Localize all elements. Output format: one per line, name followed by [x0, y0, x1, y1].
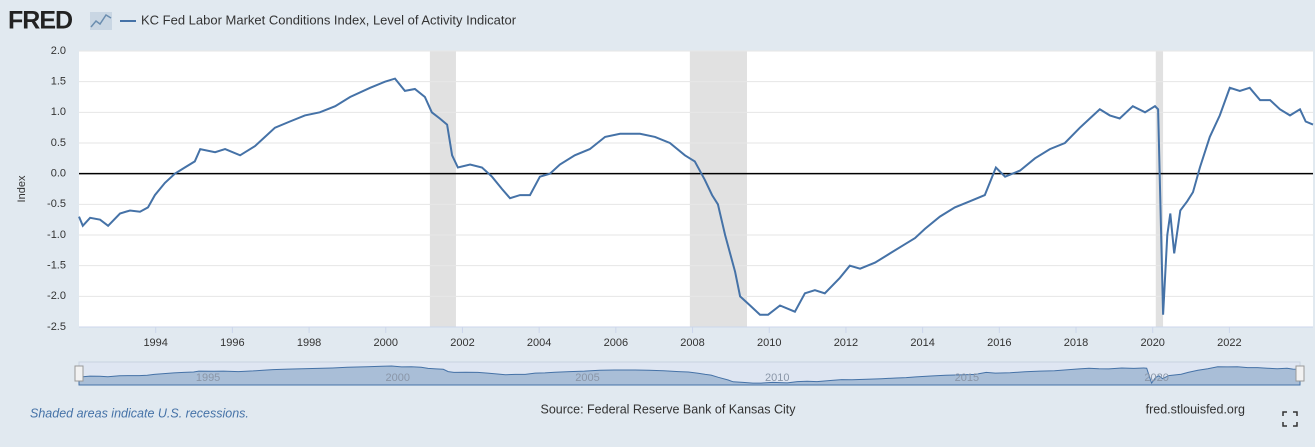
fullscreen-button[interactable]: [1282, 411, 1298, 427]
logo-icon: [90, 12, 112, 30]
x-tick-label: 1994: [143, 337, 167, 349]
x-tick-label: 2014: [910, 337, 934, 349]
navigator-tick-label: 2010: [765, 372, 789, 384]
series-line: [78, 77, 1314, 316]
x-tick-label: 2022: [1217, 337, 1241, 349]
y-tick-label: -2.0: [47, 290, 66, 302]
navigator-tick-label: 1995: [196, 372, 220, 384]
logo: FRED: [8, 7, 72, 35]
x-tick-label: 2018: [1064, 337, 1088, 349]
recession-note: Shaded areas indicate U.S. recessions.: [30, 406, 249, 420]
navigator-handle[interactable]: [74, 365, 84, 382]
y-tick-label: 1.5: [51, 76, 66, 88]
navigator-tick-label: 2015: [955, 372, 979, 384]
navigator-handle[interactable]: [1295, 365, 1305, 382]
navigator-area: [78, 365, 1301, 386]
y-axis-label: Index: [16, 175, 28, 202]
x-tick-label: 1996: [220, 337, 244, 349]
x-tick-label: 2000: [374, 337, 398, 349]
x-tick-label: 2002: [450, 337, 474, 349]
x-tick-label: 2004: [527, 337, 551, 349]
x-tick-label: 2010: [757, 337, 781, 349]
legend-label: KC Fed Labor Market Conditions Index, Le…: [141, 12, 517, 27]
x-tick-label: 2006: [604, 337, 628, 349]
y-tick-label: -1.0: [47, 229, 66, 241]
y-tick-label: -2.5: [47, 321, 66, 333]
y-tick-label: 2.0: [51, 45, 66, 57]
y-tick-label: -1.5: [47, 260, 66, 272]
x-tick-label: 1998: [297, 337, 321, 349]
y-tick-label: 1.0: [51, 106, 66, 118]
x-tick-label: 2008: [680, 337, 704, 349]
y-tick-label: 0.0: [51, 168, 66, 180]
x-tick-label: 2016: [987, 337, 1011, 349]
navigator-tick-label: 2020: [1144, 372, 1168, 384]
x-tick-label: 2012: [834, 337, 858, 349]
site: fred.stlouisfed.org: [1146, 402, 1245, 416]
source: Source: Federal Reserve Bank of Kansas C…: [541, 402, 797, 416]
navigator-tick-label: 2005: [575, 372, 599, 384]
y-tick-label: 0.5: [51, 137, 66, 149]
y-tick-label: -0.5: [47, 198, 66, 210]
recession-band: [429, 51, 456, 327]
x-tick-label: 2020: [1140, 337, 1164, 349]
navigator-tick-label: 2000: [386, 372, 410, 384]
